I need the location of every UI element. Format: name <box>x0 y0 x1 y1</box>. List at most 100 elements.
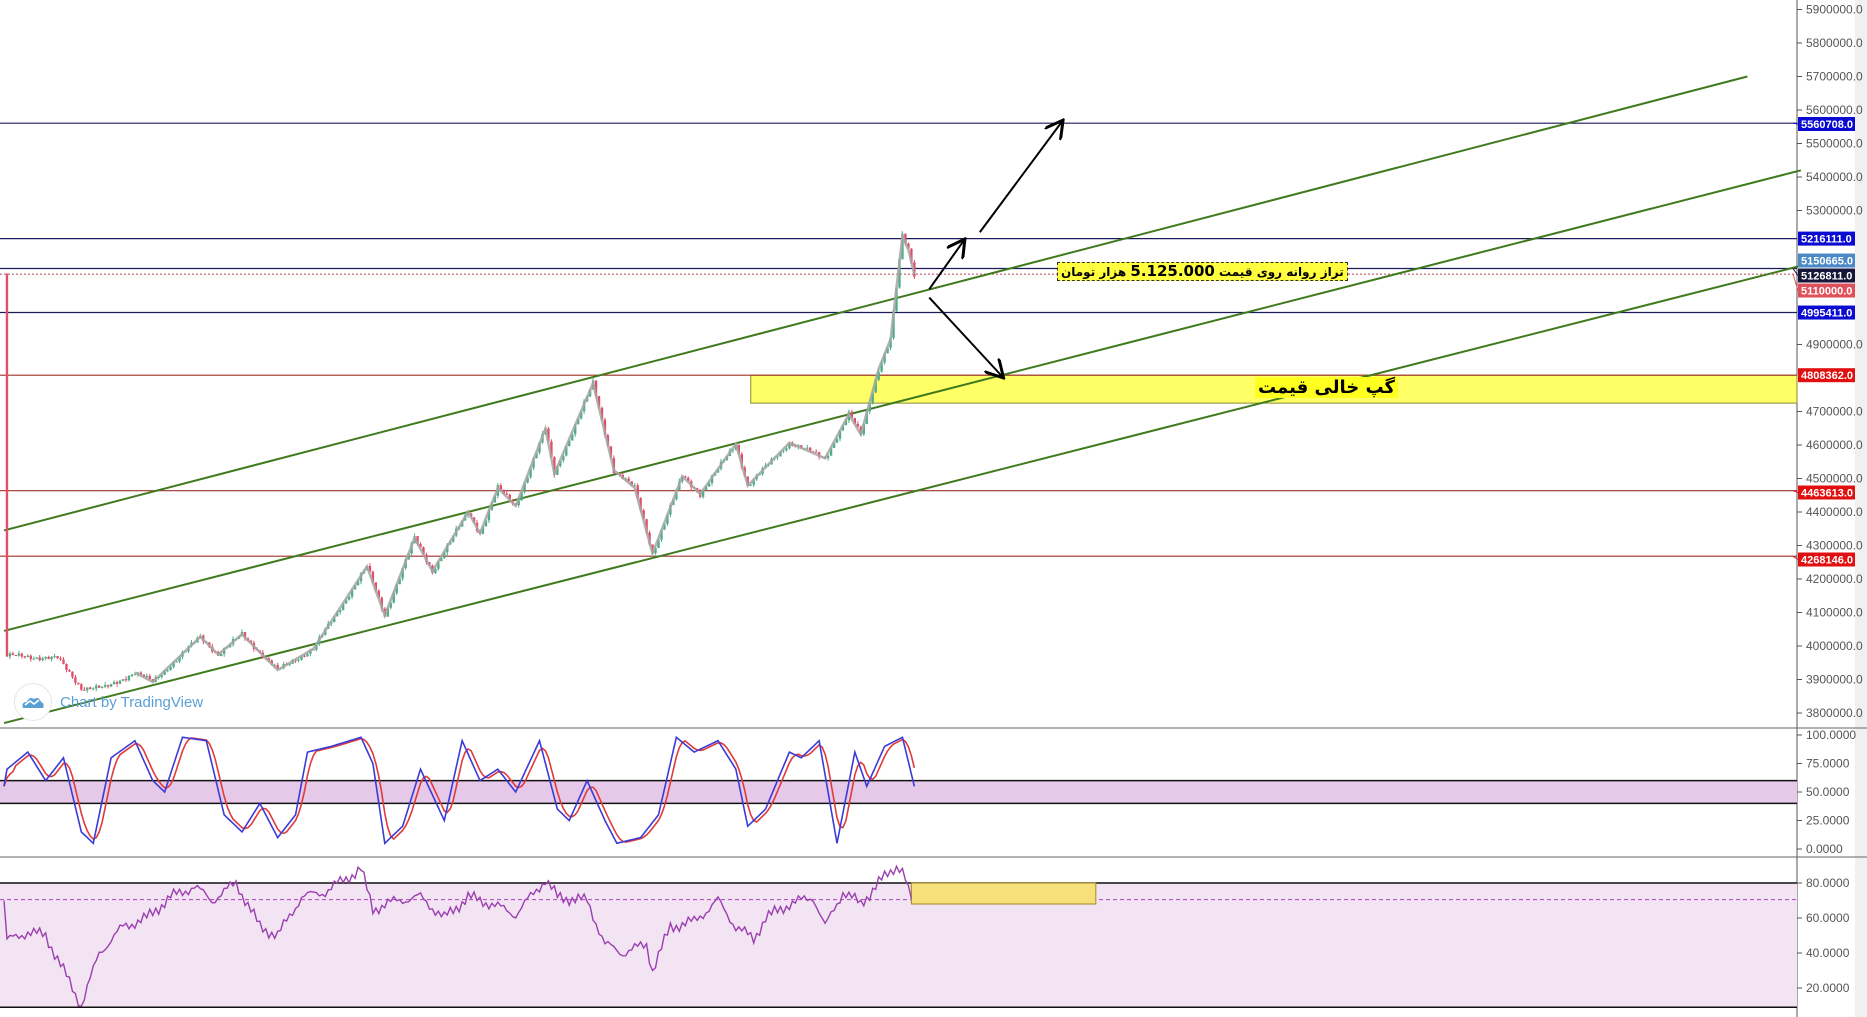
candle-body <box>68 670 71 672</box>
candle-body <box>526 477 529 483</box>
price-label: 5110000.0 <box>1801 286 1852 298</box>
candle-body <box>65 663 68 671</box>
zigzag-line <box>134 230 916 684</box>
candle-body <box>419 543 422 548</box>
candle-body <box>752 479 755 485</box>
candle-body <box>660 529 663 540</box>
candle-body <box>50 656 53 660</box>
price-label-bg <box>1798 485 1855 500</box>
candle-body <box>532 458 535 468</box>
candle-body <box>148 675 151 680</box>
candle-body <box>92 688 95 690</box>
price-label-bg <box>1798 283 1855 298</box>
candle-body <box>645 519 648 533</box>
candle-body <box>856 423 860 427</box>
y-tick-label: 3900000.0 <box>1806 673 1863 687</box>
candle-body <box>392 593 395 603</box>
candle-body <box>276 664 279 669</box>
candle-body <box>306 653 309 657</box>
y-tick-label: 5900000.0 <box>1806 3 1863 17</box>
candle-body <box>571 434 574 441</box>
rsi-band <box>0 883 1797 1008</box>
watermark[interactable]: Chart by TradingView <box>14 683 203 721</box>
candle-body <box>356 581 360 586</box>
stoch-tick-label: 50.0000 <box>1806 785 1850 799</box>
candle-body <box>529 467 532 478</box>
candle-body <box>89 687 92 690</box>
candle-body <box>594 380 598 397</box>
price-label: 5126811.0 <box>1801 271 1852 283</box>
price-label-bg <box>1798 552 1855 567</box>
rsi-tick-label: 40.0000 <box>1806 946 1850 960</box>
candle-body <box>100 686 104 688</box>
candle-body <box>17 653 21 656</box>
y-tick-label: 4700000.0 <box>1806 405 1863 419</box>
candle-body <box>565 446 568 456</box>
candle-body <box>547 428 550 442</box>
candle-body <box>600 407 604 420</box>
candle-body <box>484 520 488 527</box>
candle-body <box>95 685 98 689</box>
candle-body <box>416 536 419 544</box>
candle-body <box>568 440 571 447</box>
candle-body <box>642 510 645 520</box>
candle-body <box>883 353 886 363</box>
candle-body <box>910 248 913 263</box>
candle-body <box>553 457 556 475</box>
candle-body <box>26 655 29 658</box>
arrow-annotation <box>978 120 1063 233</box>
channel-line <box>3 169 1802 632</box>
candle-body <box>868 403 871 412</box>
rsi-tick-label: 80.0000 <box>1806 876 1850 890</box>
candle-body <box>556 465 559 475</box>
rsi-tick-label: 20.0000 <box>1806 981 1850 995</box>
rsi-line <box>3 864 913 1007</box>
y-tick-label: 5600000.0 <box>1806 103 1863 117</box>
candle-body <box>350 589 354 597</box>
candle-body <box>23 656 27 658</box>
tradingview-cloud-icon <box>14 683 52 721</box>
price-label-connector <box>1792 274 1799 291</box>
arrow-annotation <box>928 239 965 290</box>
candle-body <box>835 438 839 443</box>
price-label: 4268146.0 <box>1801 555 1853 567</box>
candle-body <box>487 509 491 521</box>
candle-body <box>59 658 62 660</box>
candle-body <box>115 682 119 684</box>
y-tick-label: 4200000.0 <box>1806 572 1863 586</box>
candle-body <box>368 566 372 572</box>
candle-body <box>493 495 497 503</box>
y-tick-label: 4000000.0 <box>1806 639 1863 653</box>
candle-body <box>243 631 247 639</box>
price-label-bg <box>1798 253 1855 268</box>
candle-body <box>636 485 639 498</box>
candle-body <box>386 607 389 617</box>
candle-body <box>707 482 711 487</box>
candle-body <box>684 476 687 478</box>
candle-body <box>829 447 833 456</box>
candle-body <box>880 362 883 372</box>
candle-body <box>832 442 836 448</box>
price-label: 5560708.0 <box>1801 119 1853 131</box>
candle-body <box>898 259 901 288</box>
candle-body <box>701 489 705 497</box>
candle-body <box>826 455 830 459</box>
candle-body <box>401 568 404 579</box>
note-unit: هزار تومان <box>1061 265 1127 279</box>
stoch-tick-label: 100.0000 <box>1806 728 1856 742</box>
price-label-bg <box>1798 231 1855 246</box>
y-tick-label: 3800000.0 <box>1806 706 1863 720</box>
candle-body <box>377 590 381 598</box>
stoch-band <box>0 780 1797 804</box>
candle-body <box>776 456 779 458</box>
y-tick-label: 4400000.0 <box>1806 505 1863 519</box>
stoch-tick-label: 75.0000 <box>1806 757 1850 771</box>
candle-body <box>499 485 503 490</box>
candle-body <box>32 658 35 660</box>
candle-body <box>481 526 485 534</box>
channel-line <box>3 264 1802 725</box>
stoch-tick-label: 0.0000 <box>1806 842 1843 856</box>
price-label-bg <box>1798 117 1855 131</box>
arrow-annotation <box>928 296 1003 378</box>
